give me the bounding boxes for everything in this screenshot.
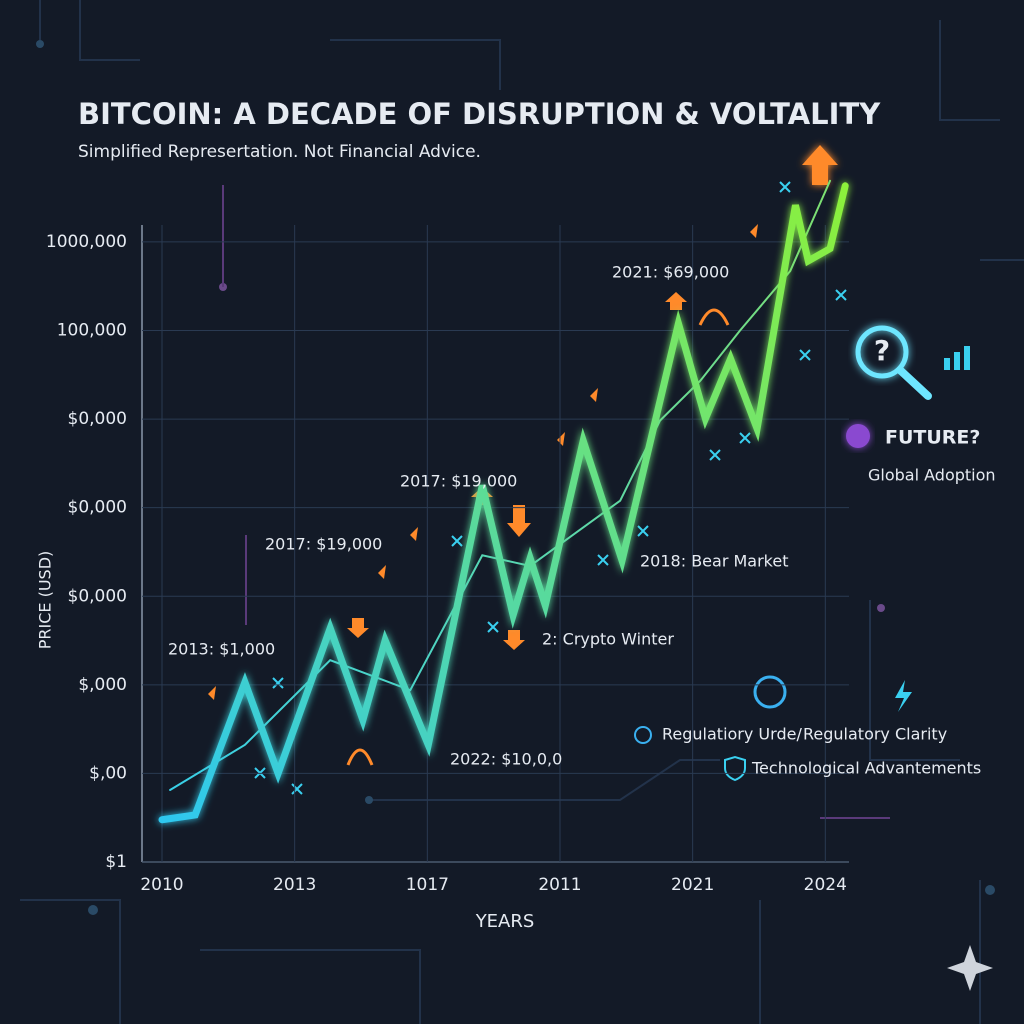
icons: ? — [208, 145, 970, 795]
svg-text:?: ? — [874, 334, 890, 367]
y-tick-label: $0,000 — [68, 409, 127, 429]
price-line — [158, 182, 849, 824]
y-tick-label: $1 — [105, 852, 127, 872]
annotation: FUTURE? — [885, 427, 980, 449]
chart-subtitle: Simplified Represertation. Not Financial… — [78, 142, 481, 162]
circuit-decoration — [20, 0, 1024, 1024]
y-tick-label: $,00 — [89, 763, 127, 783]
annotation: 2017: $19,000 — [400, 472, 517, 491]
y-tick-label: 100,000 — [57, 321, 127, 341]
y-tick-label: $0,000 — [68, 498, 127, 518]
annotation: 2022: $10,0,0 — [450, 750, 562, 769]
annotation: 2: Crypto Winter — [542, 630, 674, 649]
annotation: Regulatiory Urde/ — [662, 725, 802, 744]
annotation: 2013: $1,000 — [168, 640, 275, 659]
annotation: 2017: $19,000 — [265, 535, 382, 554]
annotation: Global Adoption — [868, 466, 996, 485]
annotation: Regulatory Clarity — [803, 725, 947, 744]
y-tick-label: $,000 — [78, 675, 127, 695]
x-tick-label: 2011 — [538, 875, 581, 895]
x-tick-label: 2021 — [671, 875, 714, 895]
annotation: Technological Advantements — [751, 759, 981, 778]
y-axis-label: PRICE (USD) — [36, 551, 55, 650]
x-axis-label: YEARS — [475, 911, 535, 932]
x-tick-label: 1017 — [406, 875, 449, 895]
chart-title: BITCOIN: A DECADE OF DISRUPTION & VOLTAL… — [78, 97, 881, 131]
x-tick-label: 2010 — [140, 875, 183, 895]
x-tick-label: 2013 — [273, 875, 316, 895]
y-tick-label: $0,000 — [68, 586, 127, 606]
x-tick-label: 2024 — [804, 875, 847, 895]
y-tick-label: 1000,000 — [46, 232, 127, 252]
annotation: 2018: Bear Market — [640, 552, 788, 571]
annotation: 2021: $69,000 — [612, 263, 729, 282]
